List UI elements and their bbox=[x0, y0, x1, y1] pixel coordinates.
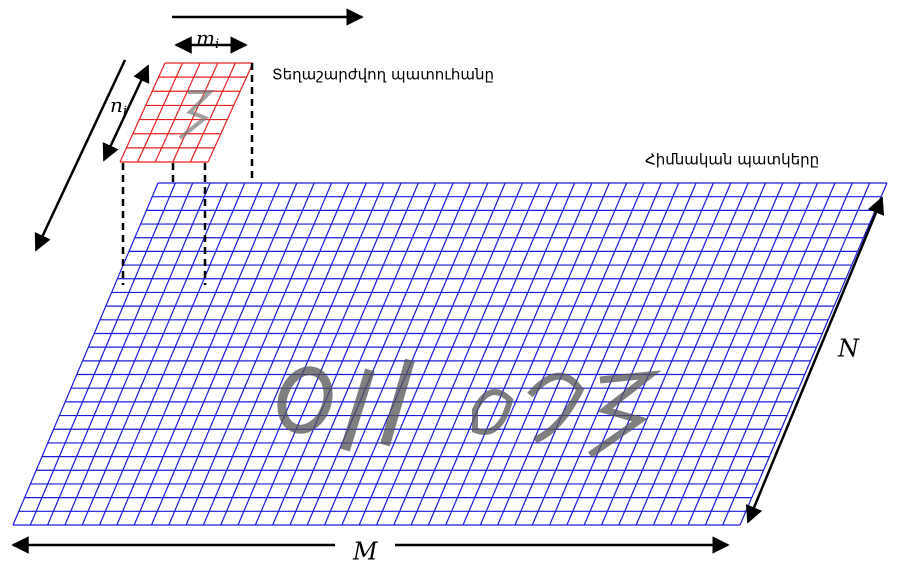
window-width-label: mi bbox=[196, 26, 219, 52]
grid-line bbox=[138, 63, 183, 162]
grid-line bbox=[273, 183, 419, 525]
grid-line bbox=[532, 183, 678, 525]
main-image-grid bbox=[13, 183, 887, 525]
grid-line bbox=[463, 183, 609, 525]
grid-line bbox=[480, 183, 626, 525]
grid-line bbox=[65, 183, 210, 525]
grid-line bbox=[30, 183, 175, 525]
grid-line bbox=[169, 183, 314, 525]
grid-line bbox=[515, 183, 661, 525]
grid-line bbox=[359, 183, 505, 525]
grid-line bbox=[13, 183, 158, 525]
diagram: mi ni Տեղաշարժվող պատուհանը Հիմնական պատ… bbox=[0, 0, 902, 570]
grid-line bbox=[290, 183, 436, 525]
grid-line bbox=[100, 183, 245, 525]
grid-line bbox=[208, 63, 253, 162]
grid-line bbox=[255, 183, 401, 525]
grid-line bbox=[82, 183, 227, 525]
image-width-label: M bbox=[352, 538, 379, 566]
window-height-label: ni bbox=[110, 93, 127, 119]
grid-line bbox=[186, 183, 331, 525]
grid-line bbox=[151, 183, 296, 525]
image-caption: Հիմնական պատկերը bbox=[645, 151, 819, 169]
arrows bbox=[13, 17, 882, 545]
grid-line bbox=[325, 183, 471, 525]
grid-line bbox=[411, 183, 557, 525]
grid-line bbox=[48, 183, 193, 525]
grid-line bbox=[221, 183, 367, 525]
grid-line bbox=[428, 183, 574, 525]
grid-line bbox=[567, 183, 714, 525]
grid-line bbox=[342, 183, 488, 525]
sliding-window-grid bbox=[120, 63, 253, 162]
grid-line bbox=[203, 183, 349, 525]
grid-line bbox=[307, 183, 453, 525]
window-caption: Տեղաշարժվող պատուհանը bbox=[272, 66, 494, 84]
grid-line bbox=[117, 183, 262, 525]
grid-line bbox=[550, 183, 696, 525]
grid-line bbox=[238, 183, 384, 525]
grid-line bbox=[190, 63, 235, 162]
image-height-label: N bbox=[837, 335, 860, 363]
grid-line bbox=[498, 183, 644, 525]
grid-line bbox=[134, 183, 279, 525]
grid-line bbox=[377, 183, 523, 525]
grid-line bbox=[446, 183, 592, 525]
grid-line bbox=[394, 183, 540, 525]
